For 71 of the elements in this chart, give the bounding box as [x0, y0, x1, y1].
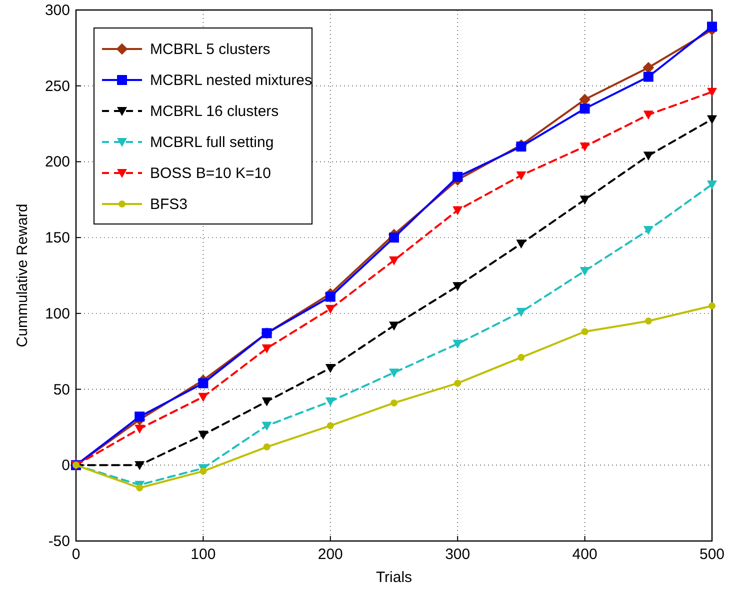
x-tick-label: 100 [190, 546, 216, 563]
point [580, 266, 590, 276]
point [198, 378, 208, 388]
x-tick-label: 500 [699, 546, 725, 563]
point [389, 322, 399, 331]
point [326, 422, 334, 430]
point [643, 72, 654, 82]
point [579, 94, 590, 106]
y-tick-label: 200 [44, 154, 70, 171]
y-tick-label: -50 [48, 533, 70, 550]
point [325, 397, 336, 406]
point [452, 282, 463, 292]
point [516, 240, 526, 249]
point [198, 430, 208, 440]
legend-label: MCBRL 5 clusters [150, 41, 270, 58]
point [454, 380, 462, 387]
point [262, 422, 272, 431]
point [580, 196, 590, 205]
point [389, 232, 399, 243]
point [452, 206, 463, 216]
point [452, 340, 463, 349]
point [262, 344, 272, 354]
point [136, 484, 144, 492]
point [707, 180, 717, 190]
y-tick-label: 250 [44, 78, 70, 95]
point [390, 399, 398, 406]
point [389, 368, 399, 378]
point [325, 292, 336, 302]
y-axis-title: Cummulative Reward [14, 204, 31, 348]
legend-label: BFS3 [150, 196, 188, 213]
point [198, 392, 208, 402]
x-tick-label: 400 [572, 546, 598, 563]
point [708, 302, 716, 310]
y-tick-label: 150 [44, 230, 70, 247]
x-tick-label: 200 [318, 546, 343, 563]
x-tick-label: 300 [445, 546, 470, 563]
y-tick-label: 300 [44, 2, 70, 19]
point [134, 412, 145, 422]
legend-label: MCBRL full setting [150, 134, 274, 151]
legend-label: MCBRL nested mixtures [150, 72, 312, 89]
point [642, 62, 654, 74]
point [643, 152, 654, 161]
point [516, 171, 526, 180]
point [516, 142, 526, 152]
legend-label: MCBRL 16 clusters [150, 103, 279, 120]
point [707, 22, 717, 32]
point [262, 397, 272, 406]
point [707, 115, 717, 124]
point [134, 424, 145, 434]
point [325, 304, 336, 314]
y-tick-label: 100 [44, 305, 70, 322]
point [263, 443, 270, 450]
y-tick-label: 0 [62, 457, 70, 474]
point [134, 461, 145, 470]
point [516, 308, 526, 317]
point [518, 354, 525, 361]
point [325, 364, 336, 374]
x-tick-label: 0 [72, 546, 80, 563]
point [452, 172, 463, 182]
point [580, 104, 590, 114]
legend-label: BOSS B=10 K=10 [150, 165, 271, 182]
point [581, 328, 588, 336]
point [643, 226, 654, 235]
point [644, 318, 652, 325]
y-tick-label: 50 [53, 381, 70, 398]
point [643, 110, 654, 120]
point [200, 468, 207, 475]
point [580, 142, 590, 152]
point [707, 88, 717, 97]
x-axis-title: Trials [376, 569, 412, 586]
point [389, 256, 399, 266]
